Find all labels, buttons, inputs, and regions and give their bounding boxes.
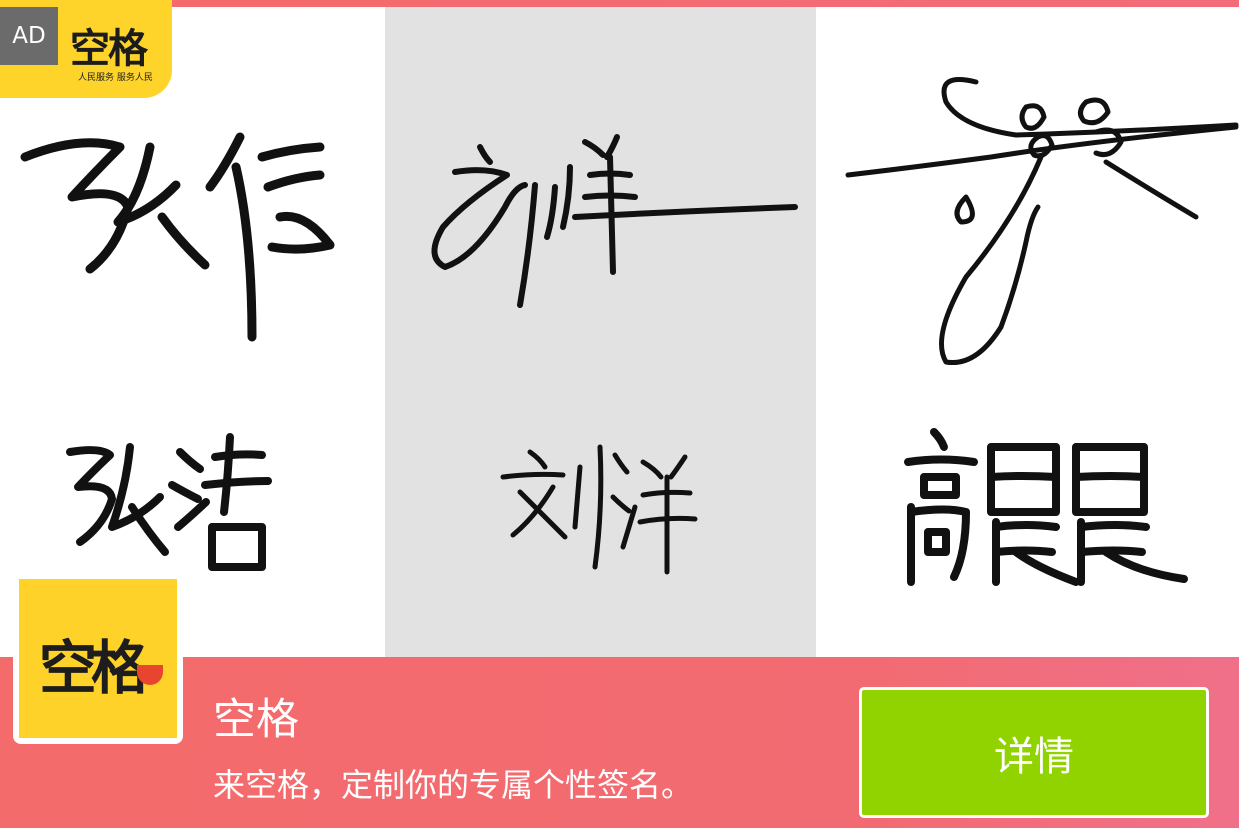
- signature-panel-middle: [385, 7, 816, 657]
- signature-panel-left: [0, 7, 385, 657]
- app-description: 来空格，定制你的专属个性签名。: [213, 766, 694, 804]
- cursive-signature-middle: [431, 134, 798, 575]
- logo-background: 空格: [19, 579, 177, 738]
- details-button[interactable]: 详情: [859, 687, 1209, 818]
- top-strip: [0, 0, 1239, 7]
- brand-corner-tab[interactable]: 空格 人民服务 服务人民: [0, 0, 172, 98]
- logo-text: 空格: [39, 634, 149, 702]
- app-logo[interactable]: 空格: [13, 574, 183, 744]
- signature-panel-right: [816, 7, 1239, 657]
- mustache-icon: [137, 665, 163, 685]
- cursive-signature-left: [20, 132, 335, 571]
- brand-slogan: 人民服务 服务人民: [78, 73, 153, 83]
- cursive-signature-right: [845, 77, 1239, 586]
- app-name: 空格: [213, 695, 299, 745]
- brand-title: 空格: [70, 26, 148, 72]
- ad-badge: AD: [0, 7, 58, 65]
